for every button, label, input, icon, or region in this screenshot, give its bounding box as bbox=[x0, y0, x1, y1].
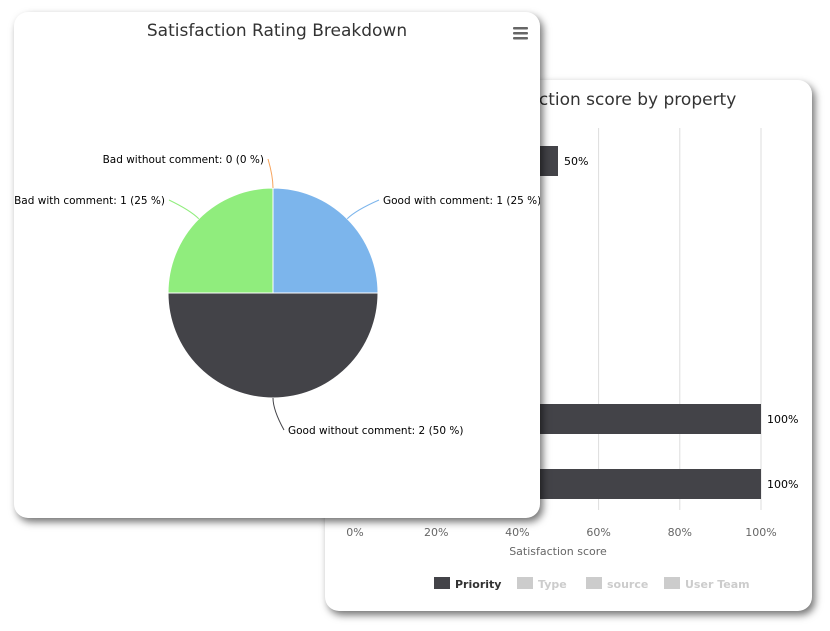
slice-label: Good with comment: 1 (25 %) bbox=[383, 195, 540, 207]
x-tick-label: 40% bbox=[505, 526, 529, 539]
legend-item[interactable]: User Team bbox=[664, 577, 750, 591]
x-tick-label: 60% bbox=[586, 526, 610, 539]
connector-line bbox=[267, 158, 274, 189]
legend-swatch bbox=[517, 577, 533, 589]
connector-line bbox=[168, 199, 200, 220]
slice-label: Good without comment: 2 (50 %) bbox=[288, 425, 463, 437]
legend-swatch bbox=[664, 577, 680, 589]
pie-slice[interactable] bbox=[167, 187, 274, 294]
pie-chart-card: Satisfaction Rating Breakdown Good with … bbox=[14, 12, 540, 518]
bar-data-label: 50% bbox=[564, 155, 588, 168]
bar-chart-title: Satisfaction score by property bbox=[481, 90, 736, 110]
slice-label: Bad with comment: 1 (25 %) bbox=[14, 195, 165, 207]
x-tick-label: 80% bbox=[668, 526, 692, 539]
x-axis-label: Satisfaction score bbox=[509, 545, 607, 558]
pie-chart: Satisfaction Rating Breakdown Good with … bbox=[14, 21, 540, 437]
pie-slice[interactable] bbox=[272, 187, 379, 294]
connector-line bbox=[346, 199, 380, 220]
x-tick-label: 100% bbox=[745, 526, 776, 539]
legend-label: User Team bbox=[685, 578, 750, 591]
slice-label: Bad without comment: 0 (0 %) bbox=[103, 154, 264, 166]
pie-chart-title: Satisfaction Rating Breakdown bbox=[147, 21, 407, 41]
pie-slice[interactable] bbox=[167, 292, 379, 399]
legend-item[interactable]: source bbox=[586, 577, 648, 591]
legend-swatch bbox=[586, 577, 602, 589]
bar-data-label: 100% bbox=[767, 478, 798, 491]
legend-item[interactable]: Priority bbox=[434, 577, 501, 591]
legend-label: Priority bbox=[455, 578, 501, 591]
legend-swatch bbox=[434, 577, 450, 589]
x-tick-label: 20% bbox=[424, 526, 448, 539]
bar-data-label: 100% bbox=[767, 413, 798, 426]
legend-item[interactable]: Type bbox=[517, 577, 567, 591]
connector-line bbox=[272, 397, 285, 431]
hamburger-menu-icon[interactable] bbox=[513, 27, 528, 40]
legend-label: source bbox=[607, 578, 648, 591]
legend-label: Type bbox=[538, 578, 567, 591]
x-tick-label: 0% bbox=[346, 526, 363, 539]
